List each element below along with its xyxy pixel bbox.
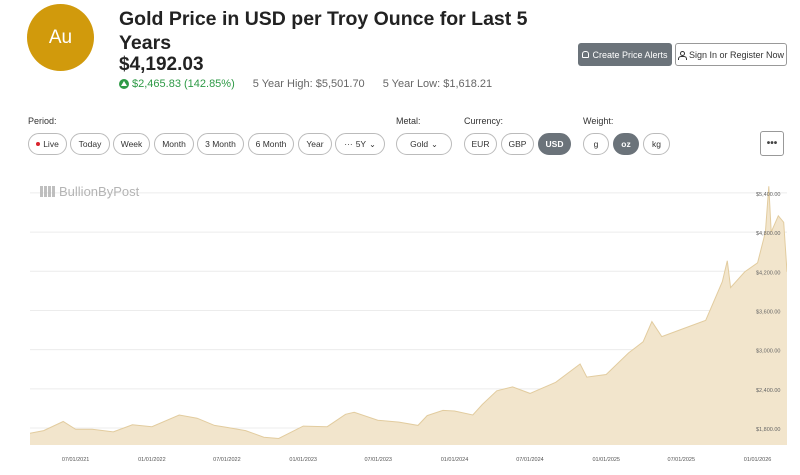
period-year-label: Year bbox=[306, 139, 324, 149]
metal-select[interactable]: Gold ⌄ bbox=[396, 133, 452, 155]
x-tick-label: 07/01/2024 bbox=[516, 457, 544, 463]
weight-kg-pill[interactable]: kg bbox=[643, 133, 670, 155]
more-options-icon: ••• bbox=[766, 138, 778, 149]
create-price-alerts-button[interactable]: Create Price Alerts bbox=[578, 43, 672, 66]
sign-in-button[interactable]: Sign In or Register Now bbox=[675, 43, 787, 66]
five-year-low: 5 Year Low: $1,618.21 bbox=[382, 78, 493, 90]
x-tick-label: 07/01/2023 bbox=[364, 457, 392, 463]
weight-label: Weight: bbox=[583, 116, 614, 126]
x-tick-label: 01/01/2025 bbox=[592, 457, 620, 463]
currency-gbp-pill[interactable]: GBP bbox=[501, 133, 534, 155]
period-6month-pill[interactable]: 6 Month bbox=[248, 133, 294, 155]
create-price-alerts-label: Create Price Alerts bbox=[592, 49, 668, 60]
period-year-pill[interactable]: Year bbox=[298, 133, 332, 155]
weight-oz-label: oz bbox=[621, 139, 631, 149]
price-chart-svg: $1,800.00 $2,400.00 $3,000.00 $3,600.00 $4,2… bbox=[30, 186, 787, 463]
metal-selected-label: Gold bbox=[410, 139, 429, 149]
period-today-label: Today bbox=[78, 139, 102, 149]
current-price: $4,192.03 bbox=[119, 54, 204, 75]
y-tick-label: $3,000.00 bbox=[756, 349, 780, 355]
period-today-pill[interactable]: Today bbox=[70, 133, 110, 155]
bullionbypost-watermark: BullionByPost bbox=[40, 184, 139, 199]
five-year-high: 5 Year High: $5,501.70 bbox=[252, 78, 365, 90]
watermark-text: BullionByPost bbox=[59, 184, 140, 199]
x-tick-label: 07/01/2021 bbox=[62, 457, 90, 463]
currency-usd-pill[interactable]: USD bbox=[538, 133, 571, 155]
period-3month-label: 3 Month bbox=[205, 139, 236, 149]
user-icon bbox=[677, 50, 687, 60]
period-more-dropdown[interactable]: ··· 5Y ⌄ bbox=[335, 133, 385, 155]
y-tick-label: $2,400.00 bbox=[756, 388, 780, 394]
more-options-button[interactable]: ••• bbox=[760, 131, 784, 156]
period-month-pill[interactable]: Month bbox=[154, 133, 194, 155]
x-tick-label: 07/01/2025 bbox=[668, 457, 696, 463]
period-month-label: Month bbox=[162, 139, 186, 149]
y-tick-label: $3,600.00 bbox=[756, 309, 780, 315]
currency-label: Currency: bbox=[464, 116, 504, 126]
period-3month-pill[interactable]: 3 Month bbox=[197, 133, 244, 155]
currency-usd-label: USD bbox=[545, 139, 564, 149]
weight-g-label: g bbox=[593, 139, 599, 149]
page-title: Gold Price in USD per Troy Ounce for Las… bbox=[119, 8, 528, 54]
price-area bbox=[30, 186, 787, 446]
period-live-pill[interactable]: Live bbox=[28, 133, 67, 155]
gold-symbol-badge: Au bbox=[27, 4, 94, 71]
period-week-label: Week bbox=[120, 139, 143, 149]
x-tick-label: 01/01/2024 bbox=[441, 457, 469, 463]
x-tick-label: 01/01/2023 bbox=[289, 457, 317, 463]
period-live-label: Live bbox=[43, 139, 59, 149]
y-tick-label: $1,800.00 bbox=[756, 427, 780, 433]
symbol-text: Au bbox=[48, 26, 73, 48]
x-tick-label: 01/01/2026 bbox=[744, 457, 772, 463]
y-tick-label: $5,400.00 bbox=[756, 192, 780, 198]
currency-gbp-label: GBP bbox=[508, 139, 527, 149]
y-tick-label: $4,800.00 bbox=[756, 231, 780, 237]
weight-g-pill[interactable]: g bbox=[583, 133, 609, 155]
price-change: $2,465.83 (142.85%) bbox=[119, 78, 235, 90]
y-tick-label: $4,200.00 bbox=[756, 270, 780, 276]
currency-eur-pill[interactable]: EUR bbox=[464, 133, 497, 155]
price-stats-row: $2,465.83 (142.85%) 5 Year High: $5,501.… bbox=[119, 78, 492, 90]
bullionbypost-logo-icon bbox=[40, 186, 55, 197]
metal-label: Metal: bbox=[396, 116, 421, 126]
period-6month-label: 6 Month bbox=[255, 139, 287, 149]
price-change-value: $2,465.83 (142.85%) bbox=[132, 78, 235, 90]
weight-kg-label: kg bbox=[652, 139, 661, 149]
currency-eur-label: EUR bbox=[471, 139, 490, 149]
price-line bbox=[30, 186, 787, 440]
chevron-down-icon: ⌄ bbox=[431, 139, 438, 149]
weight-oz-pill[interactable]: oz bbox=[613, 133, 639, 155]
period-week-pill[interactable]: Week bbox=[113, 133, 150, 155]
live-dot-icon bbox=[36, 142, 41, 146]
price-chart[interactable]: $1,800.00 $2,400.00 $3,000.00 $3,600.00 $4,2… bbox=[30, 172, 787, 475]
period-label: Period: bbox=[28, 116, 57, 126]
sign-in-label: Sign In or Register Now bbox=[688, 49, 785, 60]
arrow-up-circle-icon bbox=[119, 79, 129, 89]
x-tick-label: 07/01/2022 bbox=[213, 457, 241, 463]
dots-icon: ··· bbox=[344, 139, 353, 149]
chevron-down-icon: ⌄ bbox=[369, 139, 376, 149]
x-tick-label: 01/01/2022 bbox=[138, 457, 166, 463]
period-selected-label: 5Y bbox=[355, 139, 367, 149]
bell-icon bbox=[582, 51, 590, 58]
